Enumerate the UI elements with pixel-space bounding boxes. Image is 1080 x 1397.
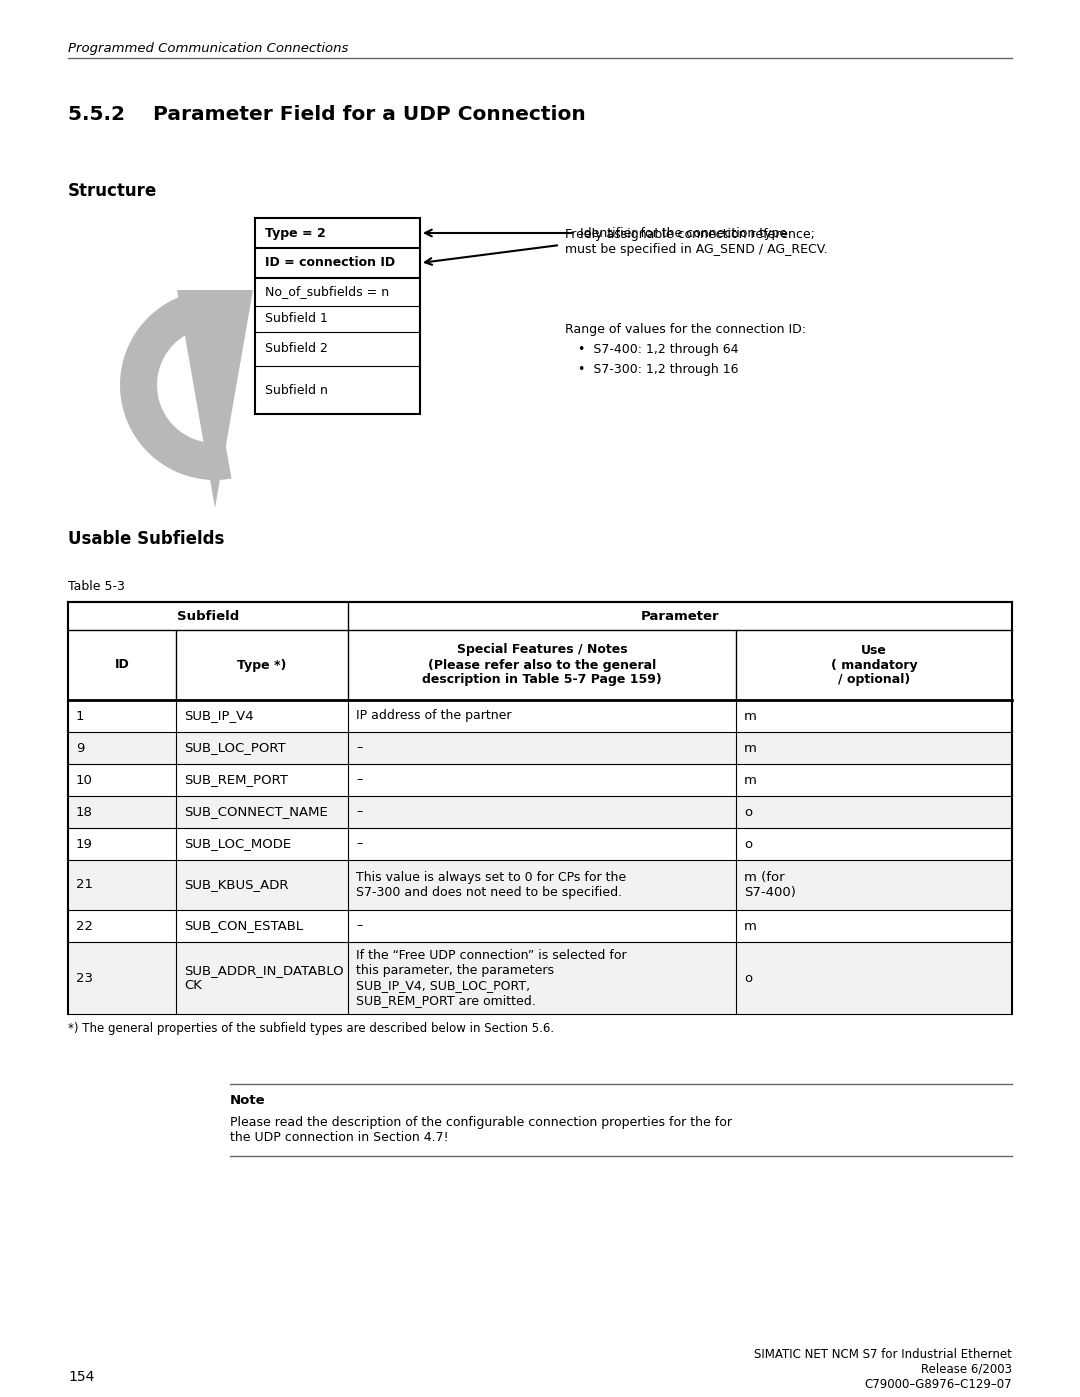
Text: Freely assignable connection reference;
must be specified in AG_SEND / AG_RECV.: Freely assignable connection reference; … — [565, 228, 827, 256]
Bar — [68, 764, 1012, 796]
Text: Table 5-3: Table 5-3 — [68, 580, 125, 592]
Text: SIMATIC NET NCM S7 for Industrial Ethernet
Release 6/2003
C79000–G8976–C129–07: SIMATIC NET NCM S7 for Industrial Ethern… — [754, 1348, 1012, 1391]
Text: Subfield n: Subfield n — [265, 384, 328, 397]
Text: •  S7-400: 1,2 through 64: • S7-400: 1,2 through 64 — [578, 344, 739, 356]
Text: IP address of the partner: IP address of the partner — [356, 710, 512, 722]
Text: –: – — [356, 742, 362, 754]
Bar — [255, 218, 420, 414]
Text: SUB_LOC_PORT: SUB_LOC_PORT — [184, 742, 285, 754]
Text: SUB_KBUS_ADR: SUB_KBUS_ADR — [184, 879, 288, 891]
Text: Programmed Communication Connections: Programmed Communication Connections — [68, 42, 349, 54]
Bar — [68, 732, 1012, 764]
Text: Subfield 1: Subfield 1 — [265, 313, 328, 326]
Text: Please read the description of the configurable connection properties for the fo: Please read the description of the confi… — [230, 1116, 732, 1144]
Text: 18: 18 — [76, 806, 93, 819]
Text: SUB_CONNECT_NAME: SUB_CONNECT_NAME — [184, 806, 327, 819]
Text: o: o — [744, 837, 752, 851]
Text: Usable Subfields: Usable Subfields — [68, 529, 225, 548]
Text: o: o — [744, 806, 752, 819]
Text: m (for
S7-400): m (for S7-400) — [744, 870, 796, 900]
Text: *) The general properties of the subfield types are described below in Section 5: *) The general properties of the subfiel… — [68, 1023, 554, 1035]
Text: •  S7-300: 1,2 through 16: • S7-300: 1,2 through 16 — [578, 363, 739, 376]
Text: 23: 23 — [76, 971, 93, 985]
Text: –: – — [356, 806, 362, 819]
Text: Range of values for the connection ID:: Range of values for the connection ID: — [565, 323, 806, 337]
Text: Use
( mandatory
/ optional): Use ( mandatory / optional) — [831, 644, 917, 686]
Bar — [68, 909, 1012, 942]
Text: 21: 21 — [76, 879, 93, 891]
Text: –: – — [356, 774, 362, 787]
Bar — [68, 828, 1012, 861]
Text: m: m — [744, 774, 757, 787]
Text: 154: 154 — [68, 1370, 94, 1384]
Text: SUB_LOC_MODE: SUB_LOC_MODE — [184, 837, 292, 851]
Text: If the “Free UDP connection” is selected for
this parameter, the parameters
SUB_: If the “Free UDP connection” is selected… — [356, 949, 626, 1007]
Text: 22: 22 — [76, 919, 93, 933]
Text: SUB_ADDR_IN_DATABLO
CK: SUB_ADDR_IN_DATABLO CK — [184, 964, 343, 992]
Text: ID: ID — [114, 658, 130, 672]
Text: o: o — [744, 971, 752, 985]
Bar — [68, 796, 1012, 828]
Text: Special Features / Notes
(Please refer also to the general
description in Table : Special Features / Notes (Please refer a… — [422, 644, 662, 686]
Text: Type *): Type *) — [238, 658, 286, 672]
Text: SUB_CON_ESTABL: SUB_CON_ESTABL — [184, 919, 303, 933]
Text: m: m — [744, 742, 757, 754]
Text: m: m — [744, 710, 757, 722]
Text: –: – — [356, 919, 362, 933]
Text: This value is always set to 0 for CPs for the
S7-300 and does not need to be spe: This value is always set to 0 for CPs fo… — [356, 870, 626, 900]
Text: Identifier for the connection type: Identifier for the connection type — [580, 226, 787, 239]
Text: 19: 19 — [76, 837, 93, 851]
Text: –: – — [356, 837, 362, 851]
Text: Structure: Structure — [68, 182, 158, 200]
Text: SUB_REM_PORT: SUB_REM_PORT — [184, 774, 288, 787]
Text: Subfield 2: Subfield 2 — [265, 342, 328, 355]
Text: ID = connection ID: ID = connection ID — [265, 257, 395, 270]
Text: Parameter: Parameter — [640, 609, 719, 623]
Bar — [68, 700, 1012, 732]
Text: m: m — [744, 919, 757, 933]
Polygon shape — [120, 291, 231, 481]
Text: No_of_subfields = n: No_of_subfields = n — [265, 285, 389, 299]
Text: Type = 2: Type = 2 — [265, 226, 326, 239]
Text: Subfield: Subfield — [177, 609, 239, 623]
Text: Note: Note — [230, 1094, 266, 1106]
Text: 5.5.2    Parameter Field for a UDP Connection: 5.5.2 Parameter Field for a UDP Connecti… — [68, 105, 585, 124]
Text: 9: 9 — [76, 742, 84, 754]
Text: SUB_IP_V4: SUB_IP_V4 — [184, 710, 254, 722]
Text: 10: 10 — [76, 774, 93, 787]
Bar — [68, 942, 1012, 1014]
Text: 1: 1 — [76, 710, 84, 722]
Bar — [68, 861, 1012, 909]
Polygon shape — [177, 291, 253, 509]
